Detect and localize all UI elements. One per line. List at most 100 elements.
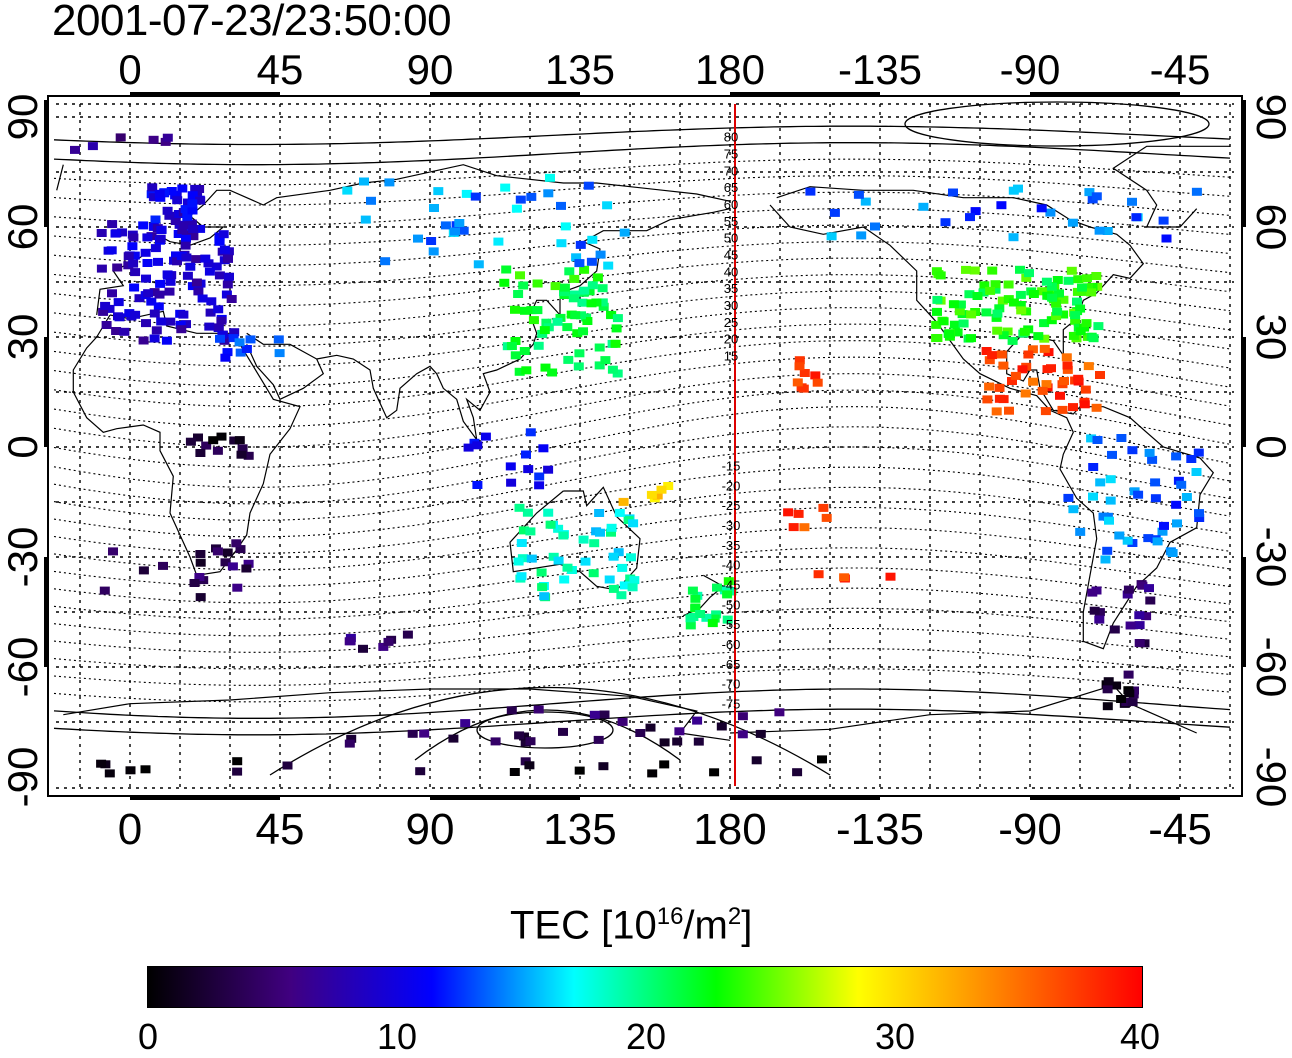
- tec-block: [1127, 446, 1138, 455]
- tec-block: [528, 316, 539, 325]
- tec-block: [1082, 274, 1092, 283]
- tec-block: [563, 355, 574, 364]
- tec-block: [186, 219, 197, 228]
- tec-block: [1003, 295, 1014, 304]
- tec-block: [1019, 327, 1030, 336]
- tec-block: [1036, 204, 1047, 213]
- tec-block: [1081, 319, 1092, 328]
- tec-block: [810, 371, 821, 380]
- tec-block: [182, 212, 193, 221]
- magnetic-latitude-label: 20: [724, 332, 738, 347]
- tec-block: [608, 552, 619, 561]
- tec-block: [559, 288, 569, 297]
- tec-block: [1116, 434, 1127, 442]
- tec-block: [194, 573, 205, 581]
- tec-block: [214, 237, 225, 246]
- tec-block: [1157, 527, 1168, 536]
- magnetic-contour: [53, 142, 1231, 166]
- tec-block: [515, 271, 525, 280]
- tec-block: [460, 719, 471, 728]
- tec-block: [187, 199, 198, 208]
- tec-block: [1125, 621, 1136, 630]
- tec-block: [853, 190, 864, 199]
- tec-block: [1143, 534, 1154, 543]
- tec-block: [1075, 327, 1086, 336]
- tec-block: [990, 285, 1001, 294]
- tec-block: [138, 566, 149, 575]
- tec-block: [1070, 316, 1081, 325]
- tec-block: [607, 365, 618, 374]
- tec-block: [232, 767, 243, 776]
- left-latitude-label: 90: [0, 94, 46, 141]
- tec-block: [1123, 670, 1134, 679]
- tec-block: [938, 317, 949, 326]
- tec-block: [154, 189, 165, 198]
- tec-block: [595, 528, 605, 537]
- magnetic-contour: [53, 191, 1231, 226]
- tec-block: [1194, 509, 1204, 518]
- tec-block: [241, 564, 252, 573]
- tec-block: [539, 592, 550, 601]
- tec-block: [1181, 493, 1192, 501]
- tec-block: [221, 290, 232, 299]
- tec-block: [187, 191, 198, 200]
- bottom-longitude-label: 180: [693, 805, 766, 854]
- tec-block: [1023, 350, 1034, 359]
- tec-block: [598, 302, 609, 311]
- tec-block: [985, 286, 996, 295]
- magnetic-contour: [53, 648, 1231, 686]
- tec-block: [532, 306, 543, 315]
- tec-block: [1100, 555, 1111, 564]
- tec-block: [223, 254, 233, 263]
- polar-contour: [904, 101, 1210, 147]
- tec-block: [687, 586, 698, 595]
- tec-block: [1094, 615, 1105, 624]
- tec-block: [220, 558, 231, 567]
- magnetic-latitude-label: -60: [722, 637, 741, 652]
- tec-block: [592, 273, 603, 282]
- tec-block: [360, 215, 371, 224]
- tec-block: [1161, 234, 1172, 243]
- tec-block: [463, 443, 474, 452]
- tec-block: [525, 527, 536, 536]
- tec-block: [709, 768, 720, 777]
- tec-block: [243, 451, 254, 460]
- tec-block: [826, 232, 837, 241]
- map-title: 2001-07-23/23:50:00: [52, 0, 452, 45]
- tec-block: [515, 195, 526, 204]
- magnetic-contour: [53, 708, 1231, 736]
- tec-block: [958, 319, 969, 328]
- tec-block: [1086, 288, 1097, 297]
- tec-block: [149, 309, 160, 318]
- tec-block: [212, 446, 223, 455]
- tec-block: [998, 331, 1009, 340]
- tec-block: [232, 583, 243, 592]
- tec-block: [513, 557, 524, 566]
- tec-block: [584, 287, 595, 296]
- tec-block: [178, 221, 189, 230]
- tec-block: [505, 462, 516, 471]
- bottom-longitude-label: -90: [998, 805, 1062, 854]
- magnetic-contour: [53, 587, 1231, 637]
- tec-block: [227, 562, 238, 571]
- tec-block: [216, 316, 227, 325]
- tec-block: [629, 576, 640, 585]
- magnetic-latitude-label: 25: [724, 315, 738, 330]
- magnetic-latitude-label: 40: [724, 264, 738, 279]
- tec-block: [511, 204, 522, 213]
- tec-block: [984, 356, 995, 365]
- tec-block: [153, 302, 164, 311]
- tec-block: [87, 142, 98, 151]
- tec-block: [113, 298, 124, 307]
- tec-block: [106, 246, 117, 255]
- tec-block: [1093, 322, 1104, 331]
- tec-block: [151, 326, 162, 335]
- colorbar-label: TEC [1016/m2]: [510, 903, 753, 948]
- tec-block: [274, 349, 285, 358]
- tec-block: [473, 260, 484, 269]
- tec-block: [617, 717, 628, 726]
- tec-block: [1087, 588, 1098, 597]
- tec-block: [966, 310, 977, 319]
- tec-block: [534, 472, 545, 481]
- frame-tick-bar: [1030, 795, 1180, 800]
